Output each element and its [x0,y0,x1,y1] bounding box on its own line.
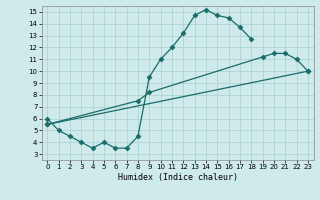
X-axis label: Humidex (Indice chaleur): Humidex (Indice chaleur) [118,173,237,182]
